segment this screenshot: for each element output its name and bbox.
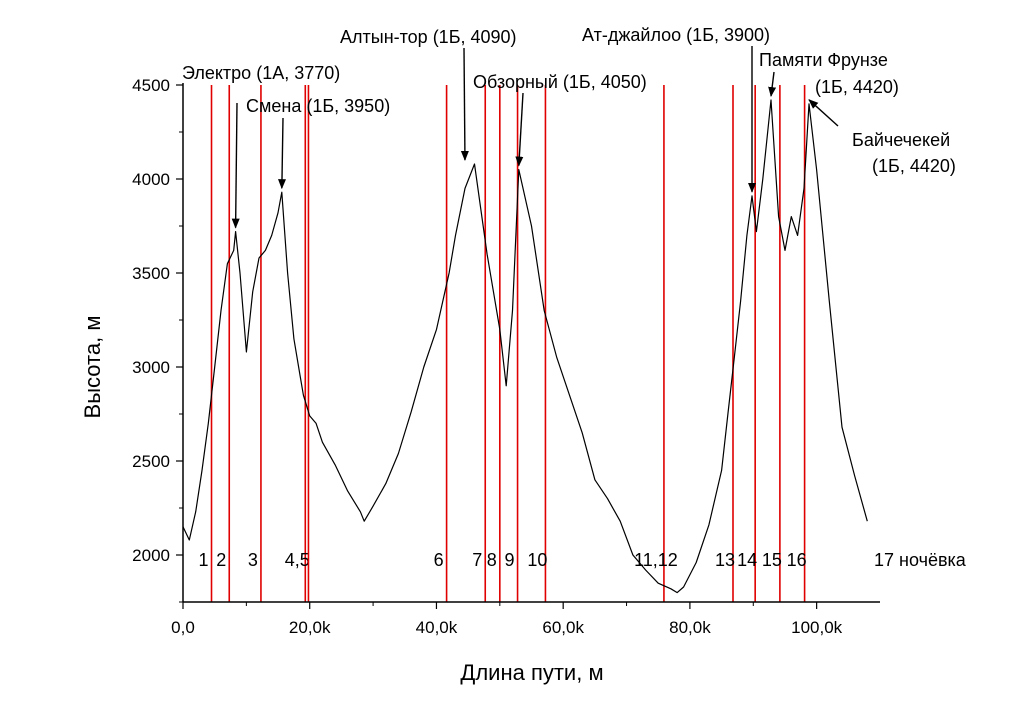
pass-label: Алтын-тор (1Б, 4090)	[340, 27, 517, 47]
pass-annotation: Смена (1Б, 3950)	[246, 96, 390, 190]
checkpoint-label: 2	[216, 550, 226, 570]
checkpoint-label: 8	[487, 550, 497, 570]
checkpoint-label: 7	[472, 550, 482, 570]
checkpoint-label: 16	[787, 550, 807, 570]
x-tick-label: 40,0k	[416, 618, 458, 637]
y-axis-title: Высота, м	[80, 316, 105, 419]
checkpoint-label: 3	[248, 550, 258, 570]
checkpoint-label: 1	[199, 550, 209, 570]
x-tick-label: 0,0	[171, 618, 195, 637]
pass-annotation: Обзорный (1Б, 4050)	[473, 72, 647, 167]
checkpoint-label: 6	[434, 550, 444, 570]
pass-annotation: Алтын-тор (1Б, 4090)	[340, 27, 517, 161]
x-tick-label: 60,0k	[542, 618, 584, 637]
y-tick-label: 4000	[132, 170, 170, 189]
pass-label: Электро (1А, 3770)	[182, 63, 340, 83]
axes: 0,0 20,0k 40,0k 60,0k 80,0k 100,0k 2000 2500 300…	[132, 76, 880, 637]
elevation-line	[182, 99, 868, 594]
pass-arrow	[768, 71, 777, 98]
pass-annotations: Электро (1А, 3770) Смена (1Б, 3950) Алтын-…	[182, 25, 956, 229]
checkpoint-label: 14	[737, 550, 757, 570]
checkpoint-label: 9	[505, 550, 515, 570]
pass-label: Обзорный (1Б, 4050)	[473, 72, 647, 92]
y-tick-label: 4500	[132, 76, 170, 95]
y-tick-label: 3000	[132, 358, 170, 377]
checkpoint-lines: 1 2 3 4,5 6 7 8 9 10 11,12 13 14 15 16 17 ночёвка	[199, 85, 967, 602]
x-tick-label: 20,0k	[289, 618, 331, 637]
pass-annotation: Байчечекей (1Б, 4420)	[808, 99, 956, 176]
pass-arrow	[231, 102, 240, 229]
pass-annotation: Электро (1А, 3770)	[182, 63, 340, 229]
pass-arrow	[515, 92, 524, 167]
pass-annotation: Ат-джайлоо (1Б, 3900)	[582, 25, 770, 193]
checkpoint-label: 13	[715, 550, 735, 570]
pass-label: Памяти Фрунзе	[759, 50, 888, 70]
pass-label-line2: (1Б, 4420)	[815, 77, 899, 97]
pass-arrow	[460, 47, 469, 161]
final-camp-label: 17 ночёвка	[874, 550, 967, 570]
checkpoint-label: 4,5	[285, 550, 310, 570]
checkpoint-label: 15	[762, 550, 782, 570]
y-tick-label: 3500	[132, 264, 170, 283]
y-tick-label: 2000	[132, 546, 170, 565]
checkpoint-label: 11,12	[634, 550, 678, 570]
pass-label: Ат-джайлоо (1Б, 3900)	[582, 25, 770, 45]
pass-label: Байчечекей	[852, 130, 950, 150]
x-axis-title: Длина пути, м	[460, 660, 603, 685]
x-tick-label: 100,0k	[791, 618, 843, 637]
pass-label: Смена (1Б, 3950)	[246, 96, 390, 116]
elevation-profile	[182, 99, 868, 594]
x-tick-label: 80,0k	[669, 618, 711, 637]
pass-annotation: Памяти Фрунзе (1Б, 4420)	[759, 50, 899, 98]
pass-label-line2: (1Б, 4420)	[872, 156, 956, 176]
pass-arrow	[277, 117, 286, 190]
pass-arrow	[808, 99, 839, 127]
checkpoint-label: 10	[527, 550, 547, 570]
y-tick-label: 2500	[132, 452, 170, 471]
